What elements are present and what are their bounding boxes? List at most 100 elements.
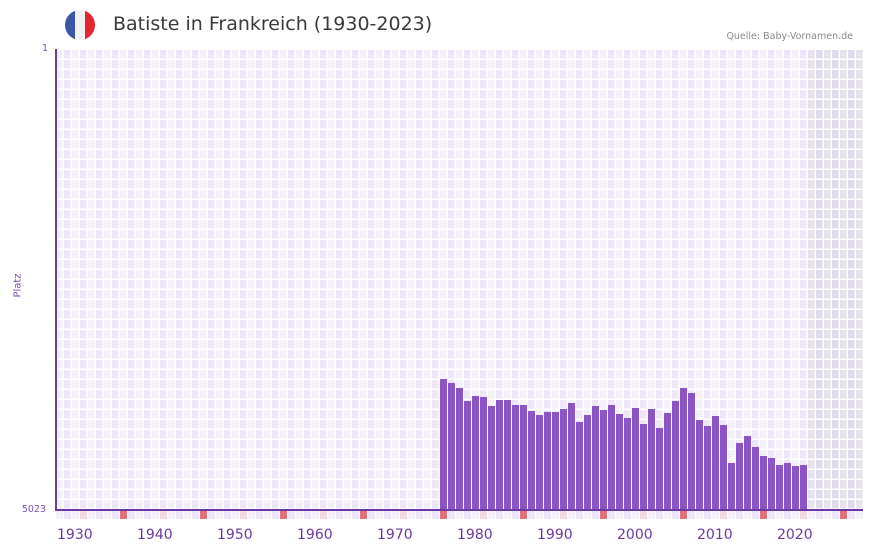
- source-link[interactable]: Quelle: Baby-Vornamen.de: [726, 31, 853, 42]
- bar-2016[interactable]: [744, 435, 751, 510]
- x-tick-label: 2000: [617, 527, 653, 543]
- bar-1998[interactable]: [600, 409, 607, 510]
- year-marker: [768, 511, 775, 519]
- bar-2010[interactable]: [696, 419, 703, 510]
- bar-1981[interactable]: [464, 400, 471, 510]
- year-marker: [856, 511, 863, 519]
- bar-1985[interactable]: [496, 399, 503, 510]
- year-marker: [224, 511, 231, 519]
- x-tick-label: 2020: [777, 527, 813, 543]
- year-marker: [376, 511, 383, 519]
- bar-2014[interactable]: [728, 462, 735, 510]
- year-marker: [392, 511, 399, 519]
- year-marker: [160, 511, 167, 519]
- year-marker: [672, 511, 679, 519]
- bar-1982[interactable]: [472, 395, 479, 510]
- bar-2004[interactable]: [648, 408, 655, 510]
- bar-1994[interactable]: [568, 402, 575, 510]
- x-axis-line: [55, 509, 863, 511]
- year-marker: [624, 511, 631, 519]
- bar-2019[interactable]: [768, 457, 775, 510]
- year-marker: [528, 511, 535, 519]
- bar-2003[interactable]: [640, 423, 647, 510]
- flag-white-stripe: [75, 10, 85, 40]
- bar-1995[interactable]: [576, 421, 583, 510]
- year-marker: [736, 511, 743, 519]
- year-marker: [352, 511, 359, 519]
- year-marker: [384, 511, 391, 519]
- bar-2005[interactable]: [656, 427, 663, 510]
- bar-2022[interactable]: [792, 465, 799, 510]
- bar-2001[interactable]: [624, 417, 631, 510]
- year-marker: [728, 511, 735, 519]
- bar-1996[interactable]: [584, 414, 591, 510]
- year-marker: [368, 511, 375, 519]
- year-marker: [584, 511, 591, 519]
- year-marker: [240, 511, 247, 519]
- year-marker: [416, 511, 423, 519]
- year-marker: [96, 511, 103, 519]
- bar-1992[interactable]: [552, 411, 559, 510]
- year-marker: [400, 511, 407, 519]
- x-tick-label: 1950: [217, 527, 253, 543]
- x-tick-label: 1990: [537, 527, 573, 543]
- bar-2000[interactable]: [616, 413, 623, 510]
- year-marker: [80, 511, 87, 519]
- bar-1984[interactable]: [488, 405, 495, 510]
- bar-1993[interactable]: [560, 408, 567, 510]
- year-marker: [272, 511, 279, 519]
- bar-1983[interactable]: [480, 396, 487, 510]
- year-marker: [464, 511, 471, 519]
- year-marker: [232, 511, 239, 519]
- bar-1978[interactable]: [440, 378, 447, 510]
- bar-1979[interactable]: [448, 382, 455, 510]
- year-marker: [136, 511, 143, 519]
- bar-2020[interactable]: [776, 464, 783, 510]
- bar-1997[interactable]: [592, 405, 599, 510]
- y-tick-bottom: 5023: [21, 504, 46, 515]
- plot-area: [55, 49, 863, 510]
- year-marker: [816, 511, 823, 519]
- bar-2009[interactable]: [688, 392, 695, 510]
- bar-1989[interactable]: [528, 410, 535, 510]
- flag-red-stripe: [85, 10, 95, 40]
- year-marker: [192, 511, 199, 519]
- bar-1988[interactable]: [520, 404, 527, 510]
- bar-1986[interactable]: [504, 399, 511, 510]
- bar-2011[interactable]: [704, 425, 711, 510]
- bar-2006[interactable]: [664, 412, 671, 510]
- year-marker: [336, 511, 343, 519]
- bar-2023[interactable]: [800, 464, 807, 510]
- bar-2021[interactable]: [784, 462, 791, 510]
- year-marker: [264, 511, 271, 519]
- bar-2012[interactable]: [712, 415, 719, 510]
- year-marker: [496, 511, 503, 519]
- year-marker: [408, 511, 415, 519]
- bar-2015[interactable]: [736, 442, 743, 510]
- bar-2017[interactable]: [752, 446, 759, 510]
- year-marker: [600, 511, 607, 519]
- x-tick-label: 1940: [137, 527, 173, 543]
- year-marker: [280, 511, 287, 519]
- year-marker: [552, 511, 559, 519]
- bar-2018[interactable]: [760, 455, 767, 510]
- year-marker: [248, 511, 255, 519]
- bar-2007[interactable]: [672, 400, 679, 510]
- year-marker: [128, 511, 135, 519]
- year-marker: [840, 511, 847, 519]
- year-marker: [64, 511, 71, 519]
- bar-1991[interactable]: [544, 411, 551, 510]
- bar-2008[interactable]: [680, 387, 687, 510]
- bar-1987[interactable]: [512, 404, 519, 510]
- bar-2013[interactable]: [720, 424, 727, 510]
- year-marker: [312, 511, 319, 519]
- year-marker: [184, 511, 191, 519]
- x-tick-label: 1960: [297, 527, 333, 543]
- year-marker: [616, 511, 623, 519]
- bar-1980[interactable]: [456, 387, 463, 510]
- bar-2002[interactable]: [632, 407, 639, 510]
- year-marker: [760, 511, 767, 519]
- bar-1990[interactable]: [536, 414, 543, 510]
- year-marker: [56, 511, 63, 519]
- bar-1999[interactable]: [608, 404, 615, 510]
